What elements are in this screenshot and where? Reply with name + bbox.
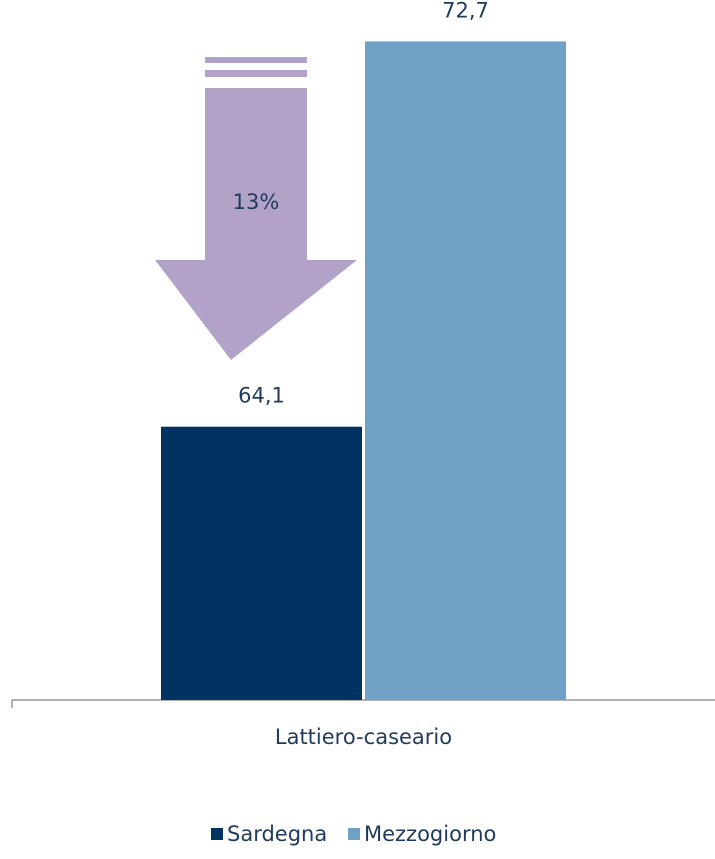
legend-swatch: [348, 828, 360, 840]
value-label: 72,7: [442, 0, 489, 22]
value-label: 64,1: [238, 384, 285, 408]
decline-arrow: [155, 57, 357, 360]
annotation: 13%: [233, 190, 280, 214]
legend-label: Mezzogiorno: [364, 822, 496, 846]
arrow-stripe: [205, 70, 307, 77]
bar: [365, 41, 566, 700]
x-tick-label: Lattiero-caseario: [275, 725, 452, 749]
bar: [161, 426, 362, 700]
arrow-stripe: [205, 57, 307, 63]
legend-label: Sardegna: [227, 822, 327, 846]
legend-swatch: [211, 828, 223, 840]
arrow-body: [155, 88, 357, 360]
